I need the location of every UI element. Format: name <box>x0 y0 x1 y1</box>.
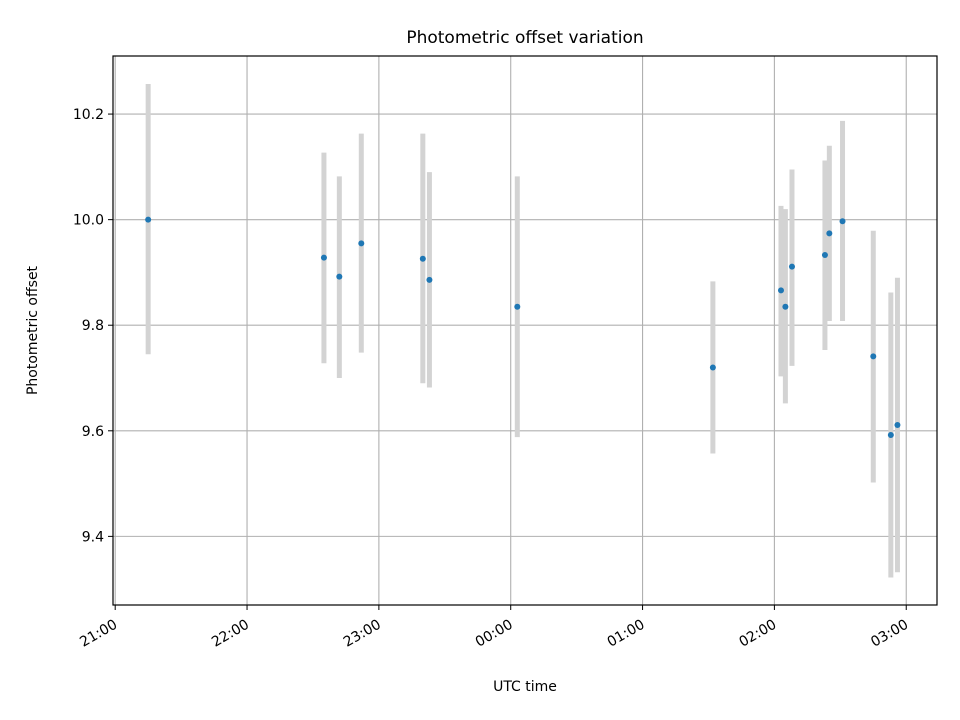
data-point <box>145 216 152 223</box>
y-axis-ticks: 9.4 9.6 9.8 10.0 10.2 <box>73 107 113 545</box>
data-point <box>894 421 901 428</box>
data-point <box>782 303 789 310</box>
y-tick-label: 9.6 <box>82 424 104 440</box>
data-point <box>839 218 846 225</box>
data-point <box>777 287 784 294</box>
y-tick-label: 10.2 <box>73 107 104 123</box>
data-point <box>336 273 343 280</box>
y-tick-label: 9.4 <box>82 529 104 545</box>
plot-frame <box>112 55 938 606</box>
y-tick-label: 10.0 <box>73 213 104 229</box>
x-axis-ticks: 21:00 22:00 23:00 00:00 01:00 02:00 03:00 <box>77 605 911 651</box>
x-tick-label: 00:00 <box>473 617 516 651</box>
x-tick-label: 23:00 <box>341 617 384 651</box>
data-point <box>870 353 877 360</box>
point-layer <box>145 216 901 439</box>
x-tick-label: 01:00 <box>605 617 648 651</box>
x-tick-label: 03:00 <box>868 617 911 651</box>
data-point <box>320 254 327 261</box>
data-point <box>826 230 833 237</box>
chart-title: Photometric offset variation <box>406 28 643 48</box>
errorbar-layer <box>145 83 900 578</box>
data-point <box>426 276 433 283</box>
data-point <box>514 303 521 310</box>
y-axis-label: Photometric offset <box>25 265 41 395</box>
data-point <box>788 263 795 270</box>
data-point <box>709 364 716 371</box>
y-tick-label: 9.8 <box>82 318 104 334</box>
data-point <box>419 255 426 262</box>
x-tick-label: 02:00 <box>736 617 779 651</box>
data-point <box>887 432 894 439</box>
grid-layer <box>113 56 937 605</box>
x-tick-label: 21:00 <box>77 617 120 651</box>
x-tick-label: 22:00 <box>209 617 252 651</box>
data-point <box>358 240 365 247</box>
data-point <box>821 252 828 259</box>
x-axis-label: UTC time <box>493 679 557 695</box>
